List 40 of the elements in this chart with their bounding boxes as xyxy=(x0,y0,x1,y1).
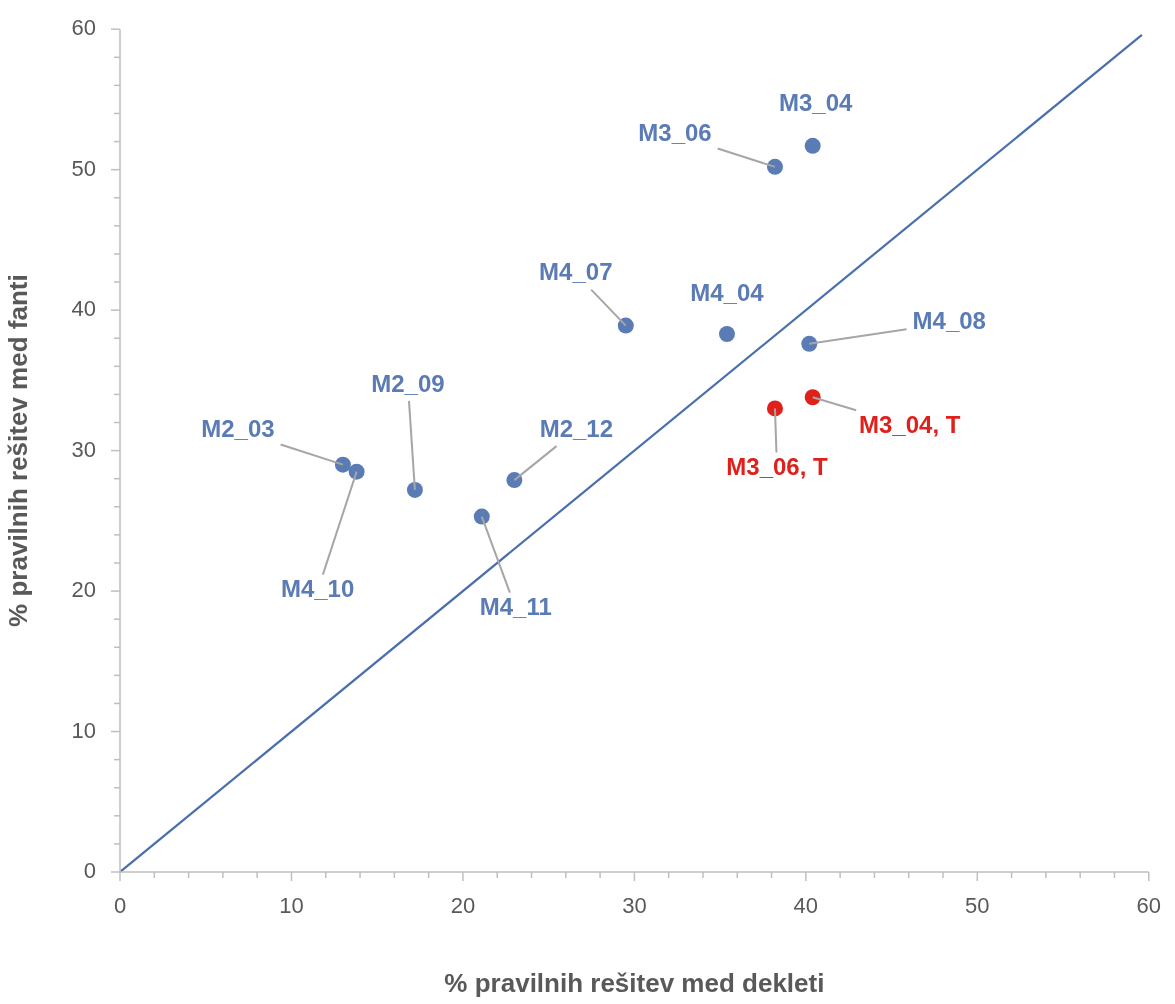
annotation: M4_04 xyxy=(690,278,765,306)
annotation: M3_04, T xyxy=(859,410,961,438)
y-axis-title: % pravilnih rešitev med fanti xyxy=(2,274,33,627)
annotation: M4_10 xyxy=(280,575,355,603)
x-tick-label: 30 xyxy=(622,893,647,919)
y-tick-label: 50 xyxy=(71,155,96,181)
point xyxy=(506,472,523,489)
annotation: M4_07 xyxy=(539,258,613,286)
point xyxy=(804,137,821,154)
annotation: M3_06, T xyxy=(726,453,828,481)
point xyxy=(766,400,783,417)
y-tick-label: 20 xyxy=(71,577,96,603)
annotation: M2_09 xyxy=(371,369,445,397)
y-tick-label: 0 xyxy=(83,858,96,884)
point xyxy=(718,326,735,343)
x-axis-title: % pravilnih rešitev med dekleti xyxy=(444,967,825,998)
x-tick-label: 40 xyxy=(793,893,819,919)
y-tick-label: 10 xyxy=(71,717,96,743)
point xyxy=(473,508,490,525)
point xyxy=(766,158,783,175)
point xyxy=(801,335,818,352)
annotation: M4_08 xyxy=(912,307,986,335)
annotation: M3_06 xyxy=(638,119,712,147)
annotation: M2_12 xyxy=(539,414,614,442)
x-tick-label: 20 xyxy=(450,893,476,919)
annotation: M2_03 xyxy=(201,415,275,443)
point xyxy=(348,463,365,480)
y-tick-label: 60 xyxy=(71,15,96,41)
point xyxy=(804,389,821,406)
y-tick-label: 30 xyxy=(71,436,96,462)
y-tick-label: 40 xyxy=(71,296,96,322)
annotation: M3_04 xyxy=(779,89,854,117)
point xyxy=(406,481,423,498)
point xyxy=(334,456,351,473)
x-tick-label: 10 xyxy=(279,893,304,919)
x-tick-label: 60 xyxy=(1136,893,1162,919)
annotation: M4_11 xyxy=(479,593,552,621)
x-tick-label: 50 xyxy=(965,893,990,919)
x-tick-label: 0 xyxy=(113,893,127,919)
point xyxy=(617,317,634,334)
